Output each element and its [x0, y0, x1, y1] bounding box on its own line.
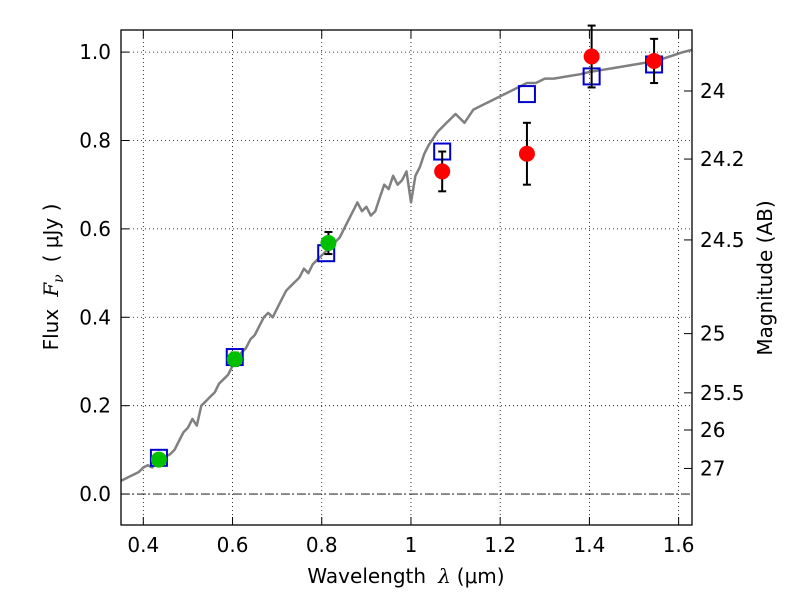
x-tick-label: 1.2 [484, 533, 516, 557]
y-tick-label: 0.0 [79, 482, 111, 506]
x-tick-label: 1 [405, 533, 418, 557]
photometry-point [320, 235, 337, 252]
y2-tick-label: 24.5 [700, 228, 745, 252]
grid [121, 30, 692, 525]
y2-tick-label: 26 [700, 418, 725, 442]
y2-axis-label: Magnitude (AB) [753, 200, 777, 355]
x-tick-label: 0.6 [217, 533, 249, 557]
photometry-point [150, 451, 167, 468]
y-tick-label: 0.4 [79, 305, 111, 329]
x-tick-label: 1.4 [573, 533, 605, 557]
y2-tick-label: 27 [700, 456, 725, 480]
plot-frame [120, 29, 693, 526]
x-tick-label: 0.8 [306, 533, 338, 557]
y-tick-label: 0.6 [79, 217, 111, 241]
y-tick-label: 1.0 [79, 40, 111, 64]
y2-tick-label: 25.5 [700, 381, 745, 405]
x-tick-label: 1.6 [663, 533, 695, 557]
y-tick-label: 0.2 [79, 394, 111, 418]
photometry-point [226, 351, 243, 368]
x-tick-label: 0.4 [127, 533, 159, 557]
photometry-point [434, 163, 451, 180]
y2-tick-label: 24.2 [700, 147, 745, 171]
ticks: 0.4 0.6 0.8 1 1.2 1.4 1.6 0.0 0.2 0.4 0.6 0.8 1.0 24 2… [79, 30, 745, 557]
y2-tick-label: 25 [700, 322, 725, 346]
y-axis-label: FluxFν( μJy ) [39, 204, 67, 351]
model-photometry-square [517, 85, 536, 104]
series-layer [120, 24, 693, 482]
photometry-point [518, 145, 535, 162]
y-tick-label: 0.8 [79, 128, 111, 152]
photometry-point [646, 52, 663, 69]
y2-tick-label: 24 [700, 79, 725, 103]
photometry-point [583, 48, 600, 65]
plot-area [121, 30, 692, 525]
x-axis-label: Wavelength λ (μm) [307, 564, 504, 588]
